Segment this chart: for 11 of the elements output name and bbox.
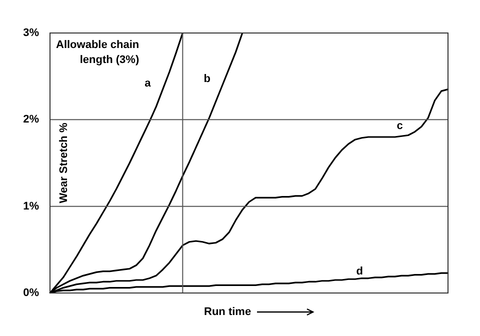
y-tick-label: 3% bbox=[23, 27, 40, 40]
y-tick-label: 1% bbox=[23, 200, 40, 212]
annotation: Allowable chain length (3%) bbox=[56, 39, 140, 66]
series-label: c bbox=[396, 120, 403, 132]
x-axis-title: Run time bbox=[204, 306, 252, 318]
series-label: a bbox=[144, 77, 152, 90]
y-tick-label: 0% bbox=[23, 287, 40, 300]
y-tick-label: 2% bbox=[23, 114, 40, 126]
series-label: d bbox=[356, 265, 364, 278]
series-label: b bbox=[204, 73, 211, 86]
y-axis-title: Wear Stretch % bbox=[58, 122, 70, 204]
